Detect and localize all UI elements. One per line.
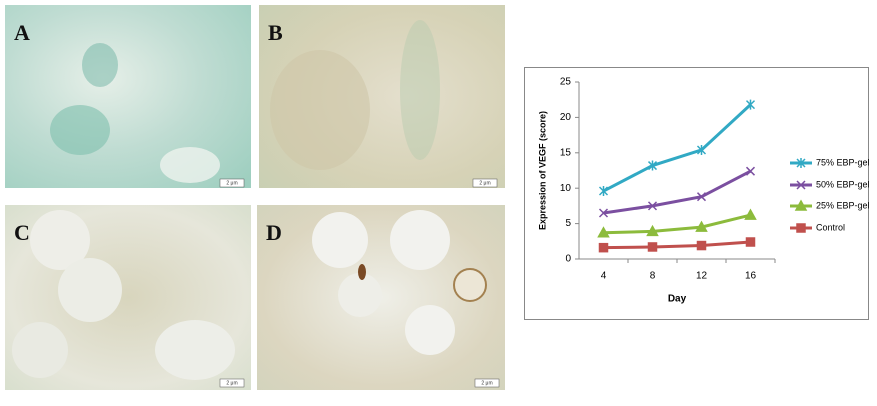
y-tick-label: 20 — [560, 112, 572, 123]
micrograph-c — [5, 205, 251, 390]
series-line — [602, 103, 752, 193]
point — [745, 99, 756, 110]
scale-bar-box — [474, 378, 500, 388]
point — [647, 242, 658, 252]
scale-bar-label: 2 μm — [226, 180, 237, 186]
micrograph-a — [5, 5, 251, 188]
x-tick-label: 16 — [745, 271, 757, 282]
x-tick-label: 8 — [650, 271, 656, 282]
point — [745, 237, 756, 247]
point — [696, 240, 707, 251]
point — [696, 144, 707, 155]
point — [695, 220, 708, 232]
scale-bar-box — [472, 178, 498, 188]
x-tick-label: 12 — [696, 271, 708, 282]
panel-label: C — [14, 220, 30, 245]
scale-bar-label: 2 μm — [481, 380, 492, 386]
scale-bar-box — [219, 178, 245, 188]
scale-bar-box — [219, 378, 245, 388]
point — [796, 180, 806, 190]
panel-label: D — [266, 220, 282, 245]
point — [598, 242, 609, 253]
micrograph-d — [257, 205, 505, 390]
y-tick-label: 10 — [560, 183, 572, 194]
point — [646, 224, 659, 237]
y-tick-label: 5 — [565, 218, 571, 229]
legend-label: Control — [816, 222, 845, 232]
point — [796, 223, 806, 233]
point — [647, 160, 658, 171]
series-line — [603, 169, 752, 215]
chart-frame — [524, 67, 869, 320]
x-tick-label: 4 — [601, 271, 607, 282]
legend-label: 75% EBP-gel — [816, 157, 870, 167]
point — [647, 201, 658, 211]
y-tick-label: 0 — [565, 254, 571, 265]
x-axis-label: Day — [668, 294, 687, 305]
y-tick-label: 15 — [560, 147, 572, 158]
micrograph-b — [259, 5, 505, 188]
legend-label: 50% EBP-gel — [816, 179, 870, 189]
scale-bar-label: 2 μm — [226, 380, 237, 386]
legend-label: 25% EBP-gel — [816, 200, 870, 210]
y-axis-label: Expression of VEGF (score) — [537, 111, 547, 230]
point — [745, 166, 756, 176]
series-line — [603, 213, 751, 235]
point — [696, 192, 707, 202]
series-line — [603, 240, 751, 250]
point — [597, 226, 610, 238]
point — [794, 199, 808, 211]
point — [744, 208, 757, 220]
point — [598, 186, 609, 197]
point — [796, 158, 806, 168]
scale-bar-label: 2 μm — [479, 180, 490, 186]
panel-label: B — [268, 20, 283, 45]
y-tick-label: 25 — [560, 77, 572, 88]
point — [598, 208, 609, 218]
panel-label: A — [14, 20, 30, 45]
